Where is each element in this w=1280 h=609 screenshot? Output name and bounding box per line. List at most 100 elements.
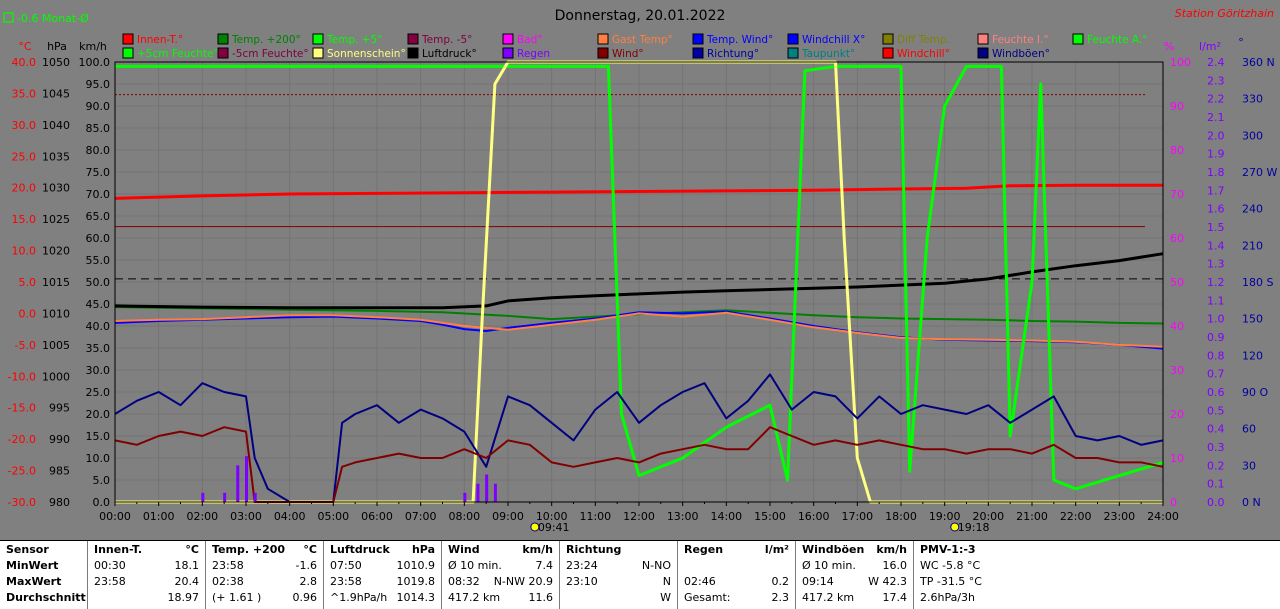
boeen-avg-val: 17.4: [882, 591, 908, 604]
temperature_c-tick-label: -30.0: [8, 496, 36, 509]
rain_lm2-tick-label: 1.6: [1207, 203, 1225, 216]
rain_lm2-tick-label: 0.4: [1207, 423, 1225, 436]
wind_kmh-tick-label: 15.0: [86, 430, 111, 443]
legend-swatch: [217, 47, 229, 59]
pressure_hpa-tick-label: 1020: [42, 245, 70, 258]
richtung-title: Richtung: [566, 543, 622, 556]
sun-mark-label: 19:18: [958, 521, 990, 534]
wind-min-label: Ø 10 min.: [448, 559, 502, 572]
humidity_pct-tick-label: 0: [1170, 496, 1177, 509]
legend-label: Temp. -5°: [421, 34, 472, 46]
wind-max-val: 20.9: [528, 575, 554, 588]
legend-label: Temp. +5°: [326, 34, 382, 46]
unit-kmh: km/h: [79, 40, 107, 53]
x-tick-label: 01:00: [143, 510, 175, 523]
richtung-min-time: 23:24: [566, 559, 598, 572]
pmv-tp: TP -31.5 °C: [920, 575, 982, 588]
boeen-title: Windböen: [802, 543, 865, 556]
rain-bar: [485, 474, 489, 502]
wind_kmh-tick-label: 0.0: [93, 496, 111, 509]
boeen-min-label: Ø 10 min.: [802, 559, 856, 572]
rain_lm2-tick-label: 1.3: [1207, 258, 1225, 271]
humidity_pct-tick-label: 80: [1170, 144, 1184, 157]
x-tick-label: 23:00: [1103, 510, 1135, 523]
direction_deg-tick-label: 150: [1242, 313, 1263, 326]
x-tick-label: 19:00: [929, 510, 961, 523]
pressure_hpa-tick-label: 1010: [42, 307, 70, 320]
x-tick-label: 04:00: [274, 510, 306, 523]
monat-checkbox-icon[interactable]: [3, 12, 14, 23]
stats-richtung-column: Richtung 23:24 N-NO 23:10 N W: [560, 541, 678, 609]
humidity_pct-tick-label: 100: [1170, 56, 1191, 69]
sensor-label: Sensor: [6, 543, 49, 556]
pressure_hpa-tick-label: 1040: [42, 119, 70, 132]
legend-swatch: [407, 33, 419, 45]
avg-label: Durchschnitt: [6, 591, 86, 604]
temp200-max-val: 2.8: [299, 575, 318, 588]
rain_lm2-tick-label: 2.4: [1207, 56, 1225, 69]
rain-bar: [236, 465, 240, 502]
direction_deg-tick-label: 60: [1242, 423, 1256, 436]
stats-innen-column: Innen-T. °C 00:30 18.1 23:58 20.4 18.97: [88, 541, 206, 609]
unit-lm2: l/m²: [1199, 40, 1221, 53]
legend-label: -5cm Feuchte°: [232, 48, 309, 60]
innen-max-time: 23:58: [94, 575, 126, 588]
temp200-avg-val: 0.96: [292, 591, 318, 604]
wind_kmh-tick-label: 10.0: [86, 452, 111, 465]
humidity_pct-tick-label: 70: [1170, 188, 1184, 201]
innen-unit: °C: [185, 543, 199, 556]
legend-label: Regen: [517, 48, 550, 60]
legend-swatch: [407, 47, 419, 59]
sun-icon: [950, 522, 960, 532]
wind-title: Wind: [448, 543, 480, 556]
wind_kmh-tick-label: 75.0: [86, 166, 111, 179]
x-tick-label: 05:00: [317, 510, 349, 523]
legend: Innen-T.° Temp. +200° Temp. +5° Temp. -5° Ba…: [122, 33, 1148, 60]
rain_lm2-tick-label: 1.2: [1207, 276, 1225, 289]
rain-bar: [201, 492, 205, 502]
x-tick-label: 03:00: [230, 510, 262, 523]
rain_lm2-tick-label: 2.2: [1207, 93, 1225, 106]
x-tick-label: 10:00: [536, 510, 568, 523]
regen-avg-label: Gesamt:: [684, 591, 731, 604]
wind-avg-val: 11.6: [528, 591, 554, 604]
legend-label: Windchill°: [897, 48, 950, 60]
wind_kmh-tick-label: 50.0: [86, 276, 111, 289]
legend-swatch: [597, 33, 609, 45]
luftdruck-avg-note: ^1.9hPa/h: [330, 591, 388, 604]
series-line: [114, 306, 1164, 325]
rain-bar: [476, 483, 480, 502]
pressure_hpa-tick-label: 1035: [42, 150, 70, 163]
regen-title: Regen: [684, 543, 724, 556]
pressure_hpa-tick-label: 1045: [42, 87, 70, 100]
x-tick-label: 21:00: [1016, 510, 1048, 523]
stats-regen-column: Regen l/m² 02:46 0.2 Gesamt: 2.3: [678, 541, 796, 609]
x-tick-label: 17:00: [841, 510, 873, 523]
luftdruck-max-time: 23:58: [330, 575, 362, 588]
regen-avg-val: 2.3: [771, 591, 790, 604]
rain_lm2-tick-label: 2.0: [1207, 129, 1225, 142]
statistics-table: Sensor MinWert MaxWert Durchschnitt Inne…: [0, 540, 1280, 609]
legend-label: Diff Temp.: [897, 34, 950, 46]
unit-percent: %: [1164, 40, 1174, 53]
weather-chart: 00:00 01:00 02:00 03:00 04:00 05:00 06:00 07:00…: [3, 7, 1278, 534]
pressure_hpa-tick-label: 1015: [42, 276, 70, 289]
max-label: MaxWert: [6, 575, 62, 588]
temp200-min-time: 23:58: [212, 559, 244, 572]
rain-bar: [245, 456, 248, 502]
temperature_c-tick-label: 30.0: [12, 119, 37, 132]
axes-group: 00:00 01:00 02:00 03:00 04:00 05:00 06:00 07:00…: [8, 56, 1278, 534]
legend-swatch: [502, 33, 514, 45]
boeen-unit: km/h: [876, 543, 907, 556]
wind_kmh-tick-label: 65.0: [86, 210, 111, 223]
wind_kmh-tick-label: 20.0: [86, 408, 111, 421]
legend-swatch: [502, 47, 514, 59]
direction_deg-tick-label: 120: [1242, 349, 1263, 362]
rain_lm2-tick-label: 1.8: [1207, 166, 1225, 179]
luftdruck-max-val: 1019.8: [396, 575, 436, 588]
luftdruck-avg-val: 1014.3: [396, 591, 436, 604]
x-tick-label: 20:00: [972, 510, 1004, 523]
wind-unit: km/h: [522, 543, 553, 556]
pressure_hpa-tick-label: 995: [49, 402, 70, 415]
rain_lm2-tick-label: 0.8: [1207, 349, 1225, 362]
